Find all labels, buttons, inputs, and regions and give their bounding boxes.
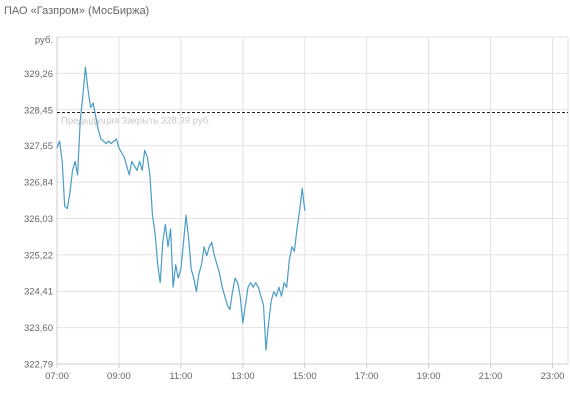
price-line [56,66,306,351]
x-tick-label: 15:00 [293,371,317,382]
x-tick-label: 13:00 [231,371,255,382]
y-tick-label: 325,22 [24,250,53,261]
x-tick-label: 19:00 [417,371,441,382]
y-tick-label: 323,60 [24,323,53,334]
x-tick-label: 21:00 [479,371,503,382]
x-tick-label: 07:00 [45,371,69,382]
y-tick-label: 329,26 [24,69,53,80]
y-tick-label: 326,03 [24,214,53,225]
y-tick-label: 322,79 [24,360,53,371]
x-tick-label: 11:00 [169,371,192,382]
y-unit-label: руб. [35,35,53,46]
tick-labels: 322,79 323,60 324,41 325,22 326,03 326,84 327,… [24,35,564,382]
grid-lines [57,36,569,365]
y-tick-label: 328,45 [24,105,53,116]
chart-title: ПАО «Газпром» (МосБиржа) [4,5,150,17]
previous-close-label: Предыдущая Закрыть 328,39 руб. [61,115,211,126]
x-tick-label: 23:00 [541,371,565,382]
y-tick-label: 324,41 [24,287,53,298]
y-tick-label: 326,84 [24,178,53,189]
previous-close-reference: Предыдущая Закрыть 328,39 руб. [57,111,568,126]
x-tick-label: 09:00 [107,371,131,382]
axes [56,37,568,368]
price-series [56,66,306,351]
y-tick-label: 327,65 [24,141,53,152]
x-tick-label: 17:00 [355,371,379,382]
